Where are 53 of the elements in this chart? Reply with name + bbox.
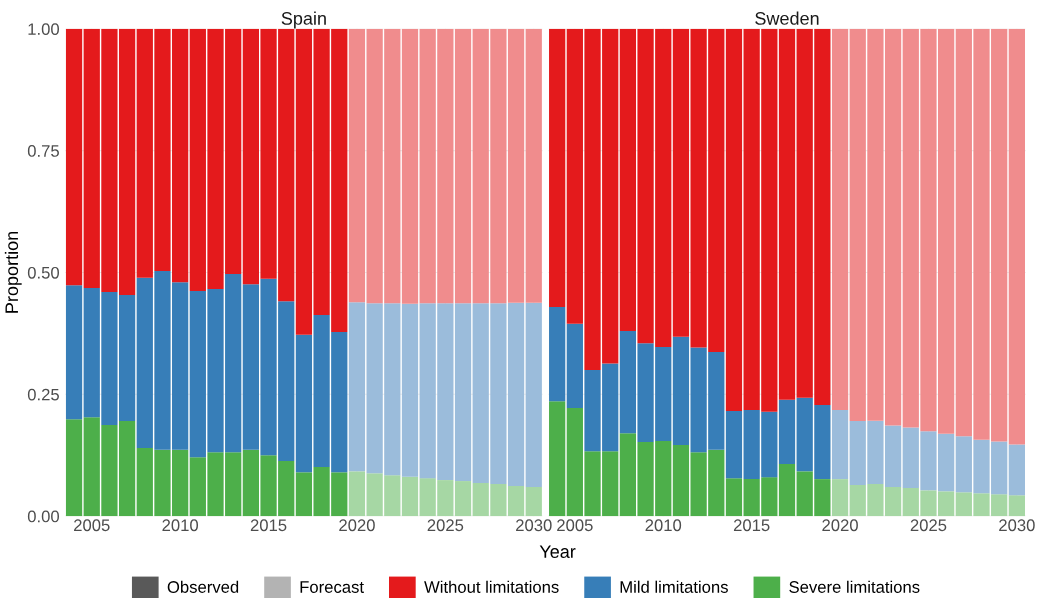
bar	[1008, 28, 1025, 445]
bar	[778, 464, 796, 517]
bar	[831, 28, 849, 410]
bar	[725, 478, 743, 517]
chart-title: Spain	[281, 11, 326, 29]
bar	[454, 303, 472, 482]
x-tick-label: 2025	[427, 519, 464, 532]
x-tick-label: 2005	[74, 519, 110, 532]
x-tick-label: 2010	[645, 519, 682, 532]
y-tick-label: 0.50	[27, 266, 60, 279]
y-tick-label: 0.25	[27, 388, 59, 401]
y-tick-label: 0.00	[27, 510, 60, 523]
bar	[525, 486, 542, 517]
bar	[549, 28, 566, 308]
bar	[831, 479, 849, 517]
bar	[401, 476, 419, 517]
x-tick-label: 2010	[162, 519, 199, 532]
bar	[454, 28, 472, 304]
x-tick-label: 2030	[999, 519, 1035, 532]
y-tick-label: 1.00	[28, 23, 60, 36]
bar	[725, 28, 743, 411]
bar	[65, 285, 83, 420]
chart-title: Sweden	[755, 11, 819, 25]
bar	[401, 28, 419, 304]
legend-label: Without limitations	[424, 580, 559, 593]
bar	[525, 28, 542, 303]
legend-label: Observed	[167, 580, 239, 593]
x-tick-label: 2025	[910, 519, 947, 532]
legend-label: Severe limitations	[789, 580, 920, 593]
x-tick-label: 2005	[557, 519, 593, 532]
bar	[778, 399, 796, 464]
x-tick-label: 2015	[250, 519, 287, 532]
y-axis-title: Proportion	[4, 232, 22, 313]
bar	[1008, 444, 1025, 496]
bar	[65, 419, 83, 517]
bar	[401, 303, 419, 477]
bar	[65, 28, 83, 286]
bar	[525, 302, 542, 487]
bar	[1008, 495, 1025, 517]
bar	[454, 481, 472, 517]
x-tick-label: 2020	[822, 519, 858, 532]
bar	[831, 409, 849, 480]
x-axis-title: Year	[539, 545, 576, 559]
bar	[778, 28, 796, 400]
bar	[725, 410, 743, 479]
x-tick-label: 2020	[339, 519, 375, 532]
legend-label: Mild limitations	[620, 580, 728, 593]
x-tick-label: 2030	[516, 519, 552, 532]
bar	[549, 401, 566, 517]
legend-label: Forecast	[300, 581, 364, 593]
x-tick-label: 2015	[733, 519, 770, 532]
y-tick-label: 0.75	[27, 145, 59, 157]
bar	[549, 307, 566, 402]
